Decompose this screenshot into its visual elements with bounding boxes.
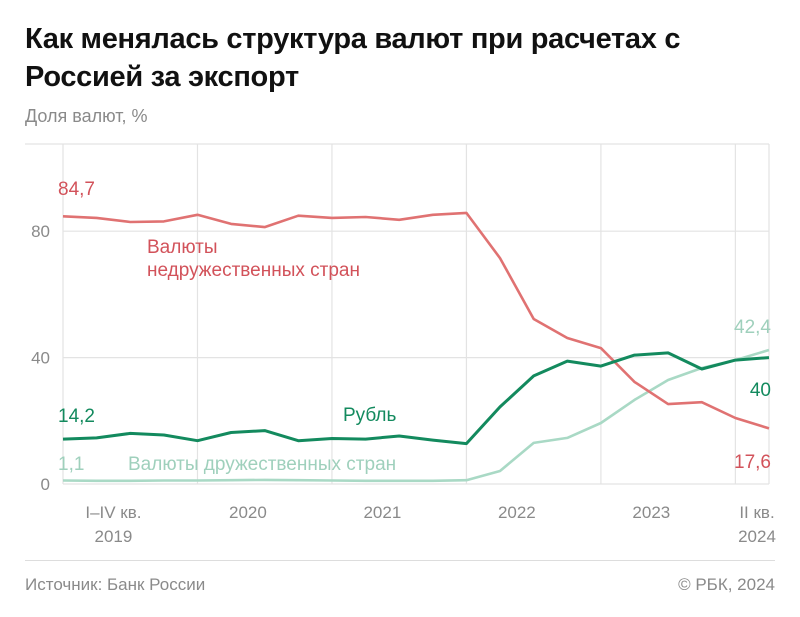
x-tick-label: 2023 (632, 503, 670, 522)
y-tick-label: 40 (31, 349, 50, 368)
chart-title: Как менялась структура валют при расчета… (25, 23, 681, 93)
x-tick-label: 2021 (363, 503, 401, 522)
y-tick-label: 0 (41, 475, 50, 494)
series-label: Рубль (343, 405, 397, 426)
x-tick-label: I–IV кв. (85, 503, 141, 522)
series-label: недружественных стран (147, 260, 360, 281)
x-tick-label: 2020 (229, 503, 267, 522)
data-label-end: 42,4 (734, 317, 771, 338)
data-label-start: 14,2 (58, 406, 95, 427)
series-line-1 (62, 351, 770, 446)
x-tick-label: II кв. (739, 503, 774, 522)
source-note: Источник: Банк России (25, 575, 206, 594)
series-label: Валюты дружественных стран (128, 454, 396, 475)
data-label-start: 84,7 (58, 179, 95, 200)
series-line-0 (62, 211, 770, 430)
data-label-end: 17,6 (734, 452, 771, 473)
x-tick-label: 2024 (738, 527, 776, 546)
data-label-start: 1,1 (58, 454, 84, 475)
footer-divider (25, 560, 775, 561)
x-tick-label: 2019 (95, 527, 133, 546)
y-axis-label: Доля валют, % (25, 106, 148, 126)
y-tick-label: 80 (31, 222, 50, 241)
data-label-end: 40 (750, 380, 771, 401)
series-label: Валюты (147, 237, 218, 258)
copyright: © РБК, 2024 (678, 575, 775, 594)
x-tick-label: 2022 (498, 503, 536, 522)
series-line-2 (62, 348, 770, 483)
